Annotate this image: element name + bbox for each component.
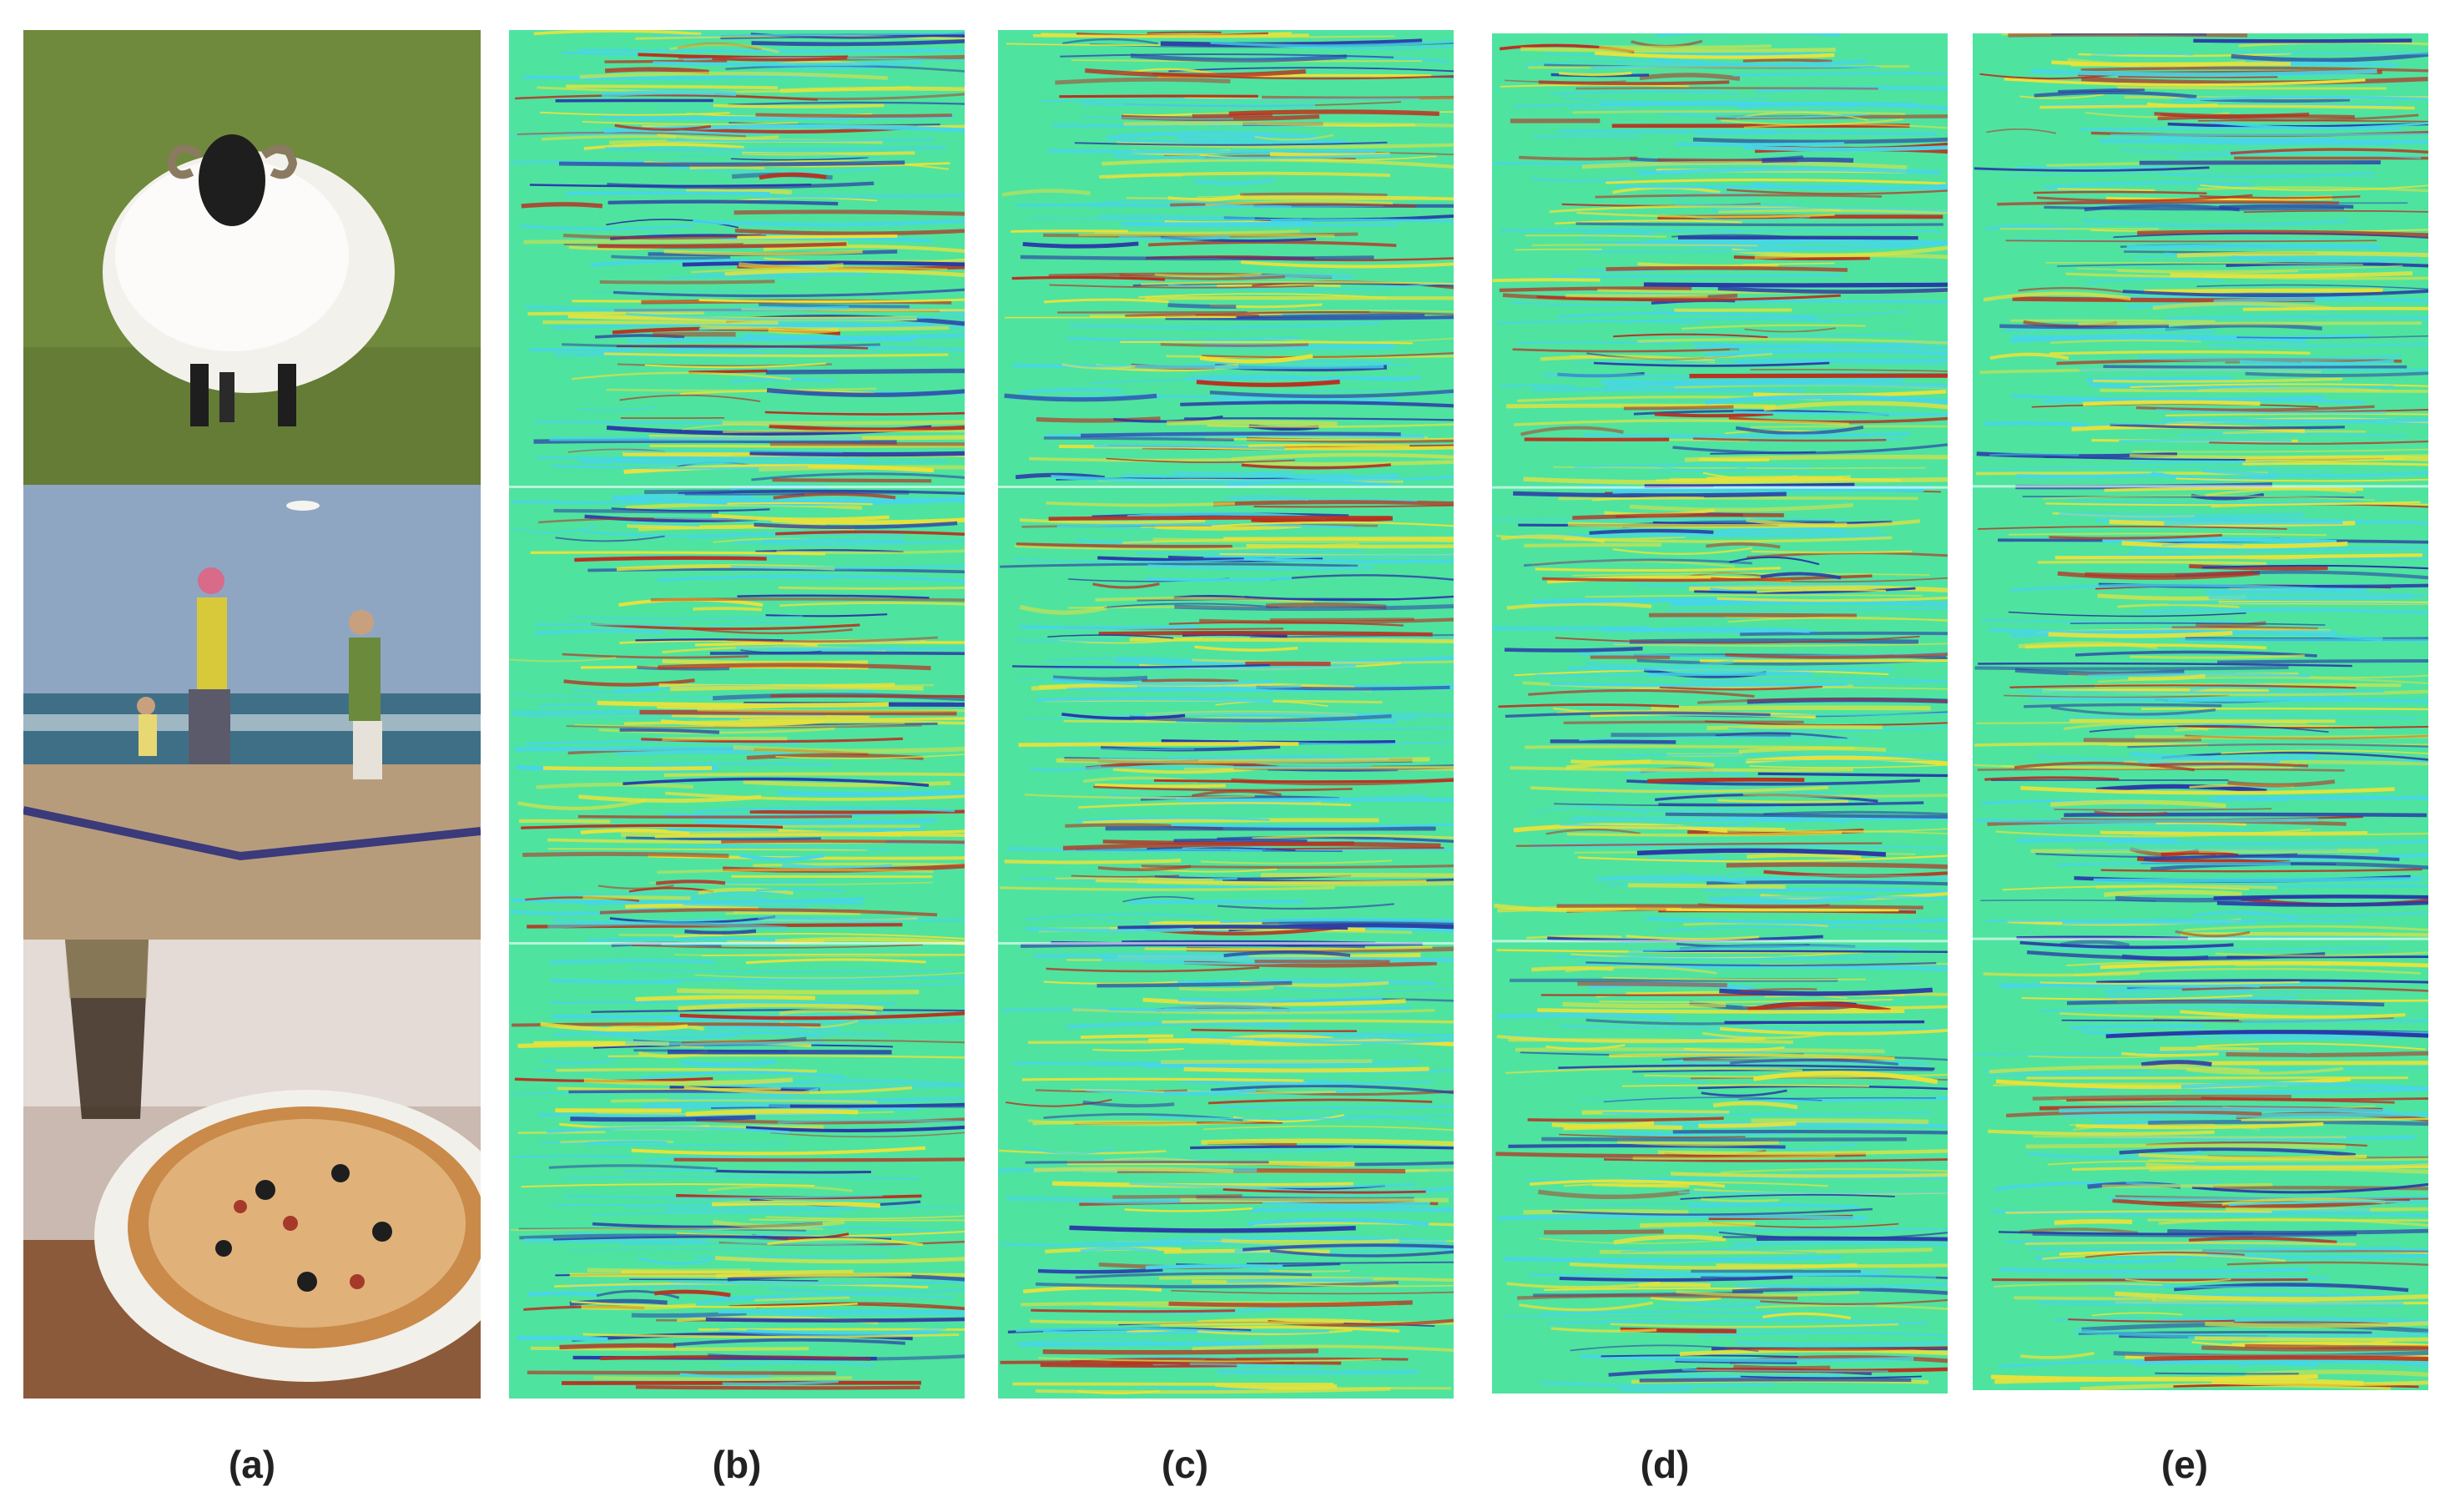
original-images-column <box>23 30 481 1399</box>
feature-map-column-b <box>509 30 965 1399</box>
caption-a: (a) <box>228 1443 276 1486</box>
feature-map-column-e <box>1973 33 2428 1390</box>
feature-map-column-c <box>998 30 1454 1399</box>
feature-maps-b <box>509 30 965 1399</box>
caption-e: (e) <box>2160 1443 2209 1486</box>
pizza-photo <box>23 940 481 1399</box>
caption-d: (d) <box>1640 1443 1690 1486</box>
feature-maps-d <box>1492 33 1948 1394</box>
feature-maps-e <box>1973 33 2428 1390</box>
caption-b: (b) <box>712 1443 762 1486</box>
original-images <box>23 30 481 1399</box>
feature-map-column-d <box>1492 33 1948 1394</box>
sheep-photo <box>23 30 481 485</box>
beach-frisbee-photo <box>23 485 481 940</box>
feature-maps-c <box>998 30 1454 1399</box>
caption-c: (c) <box>1161 1443 1209 1486</box>
